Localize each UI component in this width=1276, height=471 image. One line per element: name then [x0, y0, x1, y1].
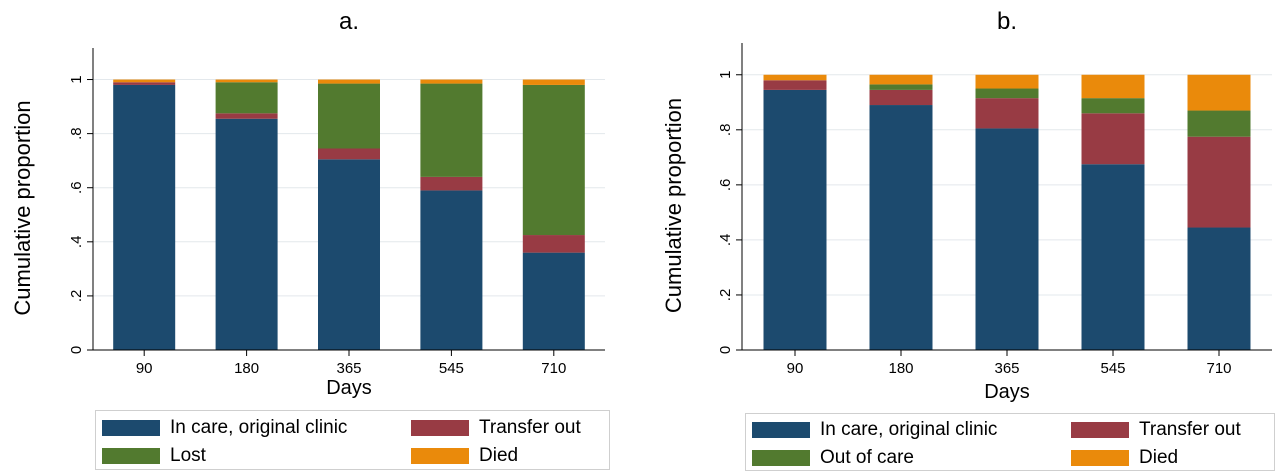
- legend-swatch-in-care: [102, 420, 160, 436]
- legend-label-died: Died: [1139, 447, 1179, 468]
- x-axis-title: Days: [984, 381, 1030, 403]
- bar-365-died: [975, 74, 1039, 89]
- y-tick-label-.4: .4: [717, 234, 734, 247]
- bar-710-in-care-original-clinic: [1187, 227, 1251, 350]
- y-tick-label-.6: .6: [68, 181, 85, 194]
- legend-item-transfer-out: Transfer out: [411, 417, 581, 438]
- legend-swatch-lost: [102, 448, 160, 464]
- x-tick-label-365: 365: [336, 360, 361, 377]
- bar-365-in-care-original-clinic: [975, 128, 1039, 350]
- bar-545-out-of-care: [1081, 98, 1145, 114]
- legend-swatch-out-of-care: [752, 450, 810, 466]
- chart-panel-a: a. 90 180 365 545 710 0 .2 .4 .6 .8 1 Days Cumulative…: [0, 0, 620, 471]
- bar-180-transfer-out: [869, 89, 933, 106]
- legend-item-died: Died: [1071, 447, 1179, 468]
- legend-swatch-transfer-out: [411, 420, 469, 436]
- bar-chart-a: a. 90 180 365 545 710 0 .2 .4 .6 .8 1 Days Cumulative…: [10, 8, 605, 399]
- legend-label-in-care: In care, original clinic: [170, 417, 348, 438]
- bar-710-transfer-out: [1187, 136, 1251, 228]
- legend-swatch-died: [411, 448, 469, 464]
- bar-90-died: [763, 74, 827, 81]
- legend-label-lost: Lost: [170, 445, 206, 466]
- bar-90-in-care-original-clinic: [763, 89, 827, 351]
- bar-180-in-care-original-clinic: [215, 118, 278, 350]
- bar-90-transfer-out: [763, 80, 827, 90]
- y-tick-label-.8: .8: [68, 127, 85, 140]
- bar-545-died: [1081, 74, 1145, 99]
- bar-545-transfer-out: [1081, 113, 1145, 165]
- chart-panel-b: b. 90 180 365 545 710 0 .2 .4 .6 .8 1 Days Cumulative…: [655, 0, 1275, 471]
- legend-item-transfer-out: Transfer out: [1071, 419, 1241, 440]
- bar-180-out-of-care: [869, 84, 933, 90]
- bar-180-died: [869, 74, 933, 85]
- bar-180-lost: [215, 82, 278, 114]
- legend-b: In care, original clinic Transfer out Ou…: [745, 413, 1275, 471]
- bar-710-died: [1187, 74, 1251, 111]
- legend-swatch-died: [1071, 450, 1129, 466]
- bar-545-in-care-original-clinic: [1081, 164, 1145, 350]
- y-tick-label-1: 1: [68, 75, 85, 83]
- legend-label-in-care: In care, original clinic: [820, 419, 998, 440]
- legend-a: In care, original clinic Transfer out Lo…: [95, 410, 610, 470]
- y-tick-label-.2: .2: [68, 290, 85, 303]
- bar-545-transfer-out: [420, 176, 483, 191]
- bar-365-out-of-care: [975, 88, 1039, 99]
- bar-545-in-care-original-clinic: [420, 190, 483, 350]
- x-axis-title: Days: [326, 377, 372, 399]
- y-axis-title: Cumulative proportion: [661, 98, 686, 313]
- bar-710-out-of-care: [1187, 110, 1251, 137]
- bar-365-transfer-out: [318, 148, 380, 160]
- bar-365-lost: [318, 83, 380, 149]
- x-tick-label-545: 545: [1100, 360, 1125, 377]
- bar-chart-b: b. 90 180 365 545 710 0 .2 .4 .6 .8 1 Days Cumulative…: [661, 8, 1272, 403]
- bar-365-in-care-original-clinic: [318, 159, 380, 350]
- legend-label-transfer-out: Transfer out: [1139, 419, 1241, 440]
- x-tick-label-90: 90: [136, 360, 153, 377]
- legend-swatch-in-care: [752, 422, 810, 438]
- chart-title: b.: [997, 8, 1017, 35]
- bar-545-lost: [420, 83, 483, 177]
- bar-545-died: [420, 79, 483, 84]
- y-tick-label-0: 0: [68, 346, 85, 354]
- x-tick-label-180: 180: [234, 360, 259, 377]
- bar-365-transfer-out: [975, 98, 1039, 129]
- legend-item-lost: Lost: [102, 445, 206, 466]
- bar-365-died: [318, 79, 380, 84]
- x-tick-label-710: 710: [1206, 360, 1231, 377]
- legend-item-in-care: In care, original clinic: [102, 417, 348, 438]
- y-tick-label-.8: .8: [717, 124, 734, 137]
- legend-item-in-care: In care, original clinic: [752, 419, 998, 440]
- legend-label-died: Died: [479, 445, 519, 466]
- bar-90-in-care-original-clinic: [113, 84, 176, 350]
- x-tick-label-365: 365: [994, 360, 1019, 377]
- legend-swatch-transfer-out: [1071, 422, 1129, 438]
- bar-710-died: [522, 79, 585, 85]
- bar-710-lost: [522, 84, 585, 236]
- bar-710-transfer-out: [522, 235, 585, 253]
- bar-180-in-care-original-clinic: [869, 105, 933, 351]
- chart-title: a.: [339, 8, 359, 35]
- x-tick-label-710: 710: [541, 360, 566, 377]
- x-tick-label-545: 545: [439, 360, 464, 377]
- bar-180-died: [215, 79, 278, 83]
- y-tick-label-.2: .2: [717, 289, 734, 302]
- y-tick-label-.4: .4: [68, 236, 85, 249]
- bar-90-died: [113, 79, 176, 83]
- bar-90-transfer-out: [113, 82, 176, 85]
- y-tick-label-1: 1: [717, 71, 734, 79]
- legend-label-transfer-out: Transfer out: [479, 417, 581, 438]
- x-tick-label-90: 90: [787, 360, 804, 377]
- bar-710-in-care-original-clinic: [522, 252, 585, 350]
- y-axis-title: Cumulative proportion: [10, 100, 35, 315]
- legend-item-died: Died: [411, 445, 519, 466]
- bar-180-transfer-out: [215, 113, 278, 119]
- x-tick-label-180: 180: [888, 360, 913, 377]
- y-tick-label-.6: .6: [717, 179, 734, 192]
- y-tick-label-0: 0: [717, 346, 734, 354]
- legend-item-out-of-care: Out of care: [752, 447, 914, 468]
- legend-label-out-of-care: Out of care: [820, 447, 914, 468]
